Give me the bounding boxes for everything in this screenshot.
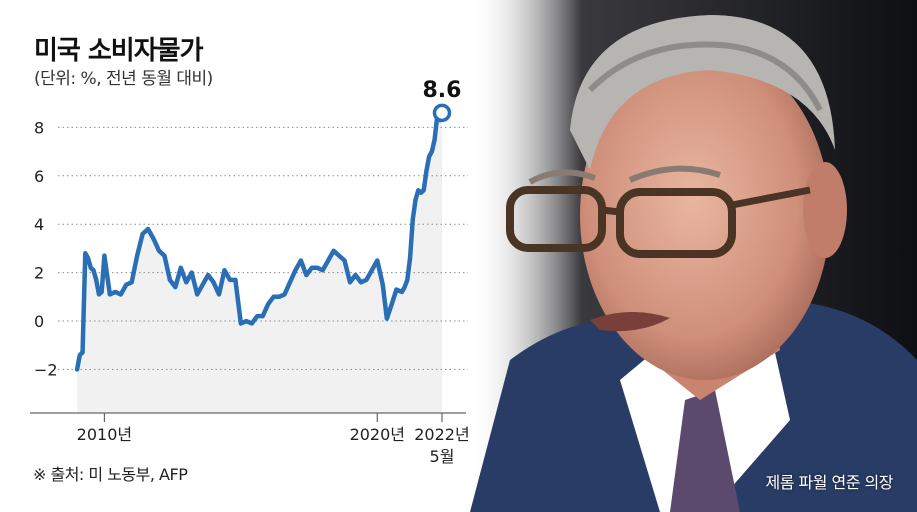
y-tick-label: −2 [34, 360, 58, 379]
chart-subtitle: (단위: %, 전년 동월 대비) [34, 69, 213, 89]
x-tick-label: 2022년 [414, 425, 469, 444]
last-point-marker [432, 103, 452, 123]
x-tick-sublabel: 5월 [430, 447, 455, 466]
y-tick-label: 8 [34, 118, 44, 137]
source-note: ※ 출처: 미 노동부, AFP [33, 465, 188, 484]
y-tick-label: 6 [34, 167, 44, 186]
photo-caption: 제롬 파월 연준 의장 [765, 473, 893, 492]
x-tick-label: 2010년 [77, 425, 132, 444]
y-tick-label: 2 [34, 264, 44, 283]
series-line [74, 110, 445, 372]
portrait-photo [470, 0, 917, 512]
last-value-label: 8.6 [422, 78, 461, 103]
series-area [77, 112, 442, 413]
x-tick-label: 2020년 [350, 425, 405, 444]
y-tick-label: 4 [34, 215, 44, 234]
y-tick-label: 0 [34, 312, 44, 331]
chart-title: 미국 소비자물가 [34, 36, 203, 66]
